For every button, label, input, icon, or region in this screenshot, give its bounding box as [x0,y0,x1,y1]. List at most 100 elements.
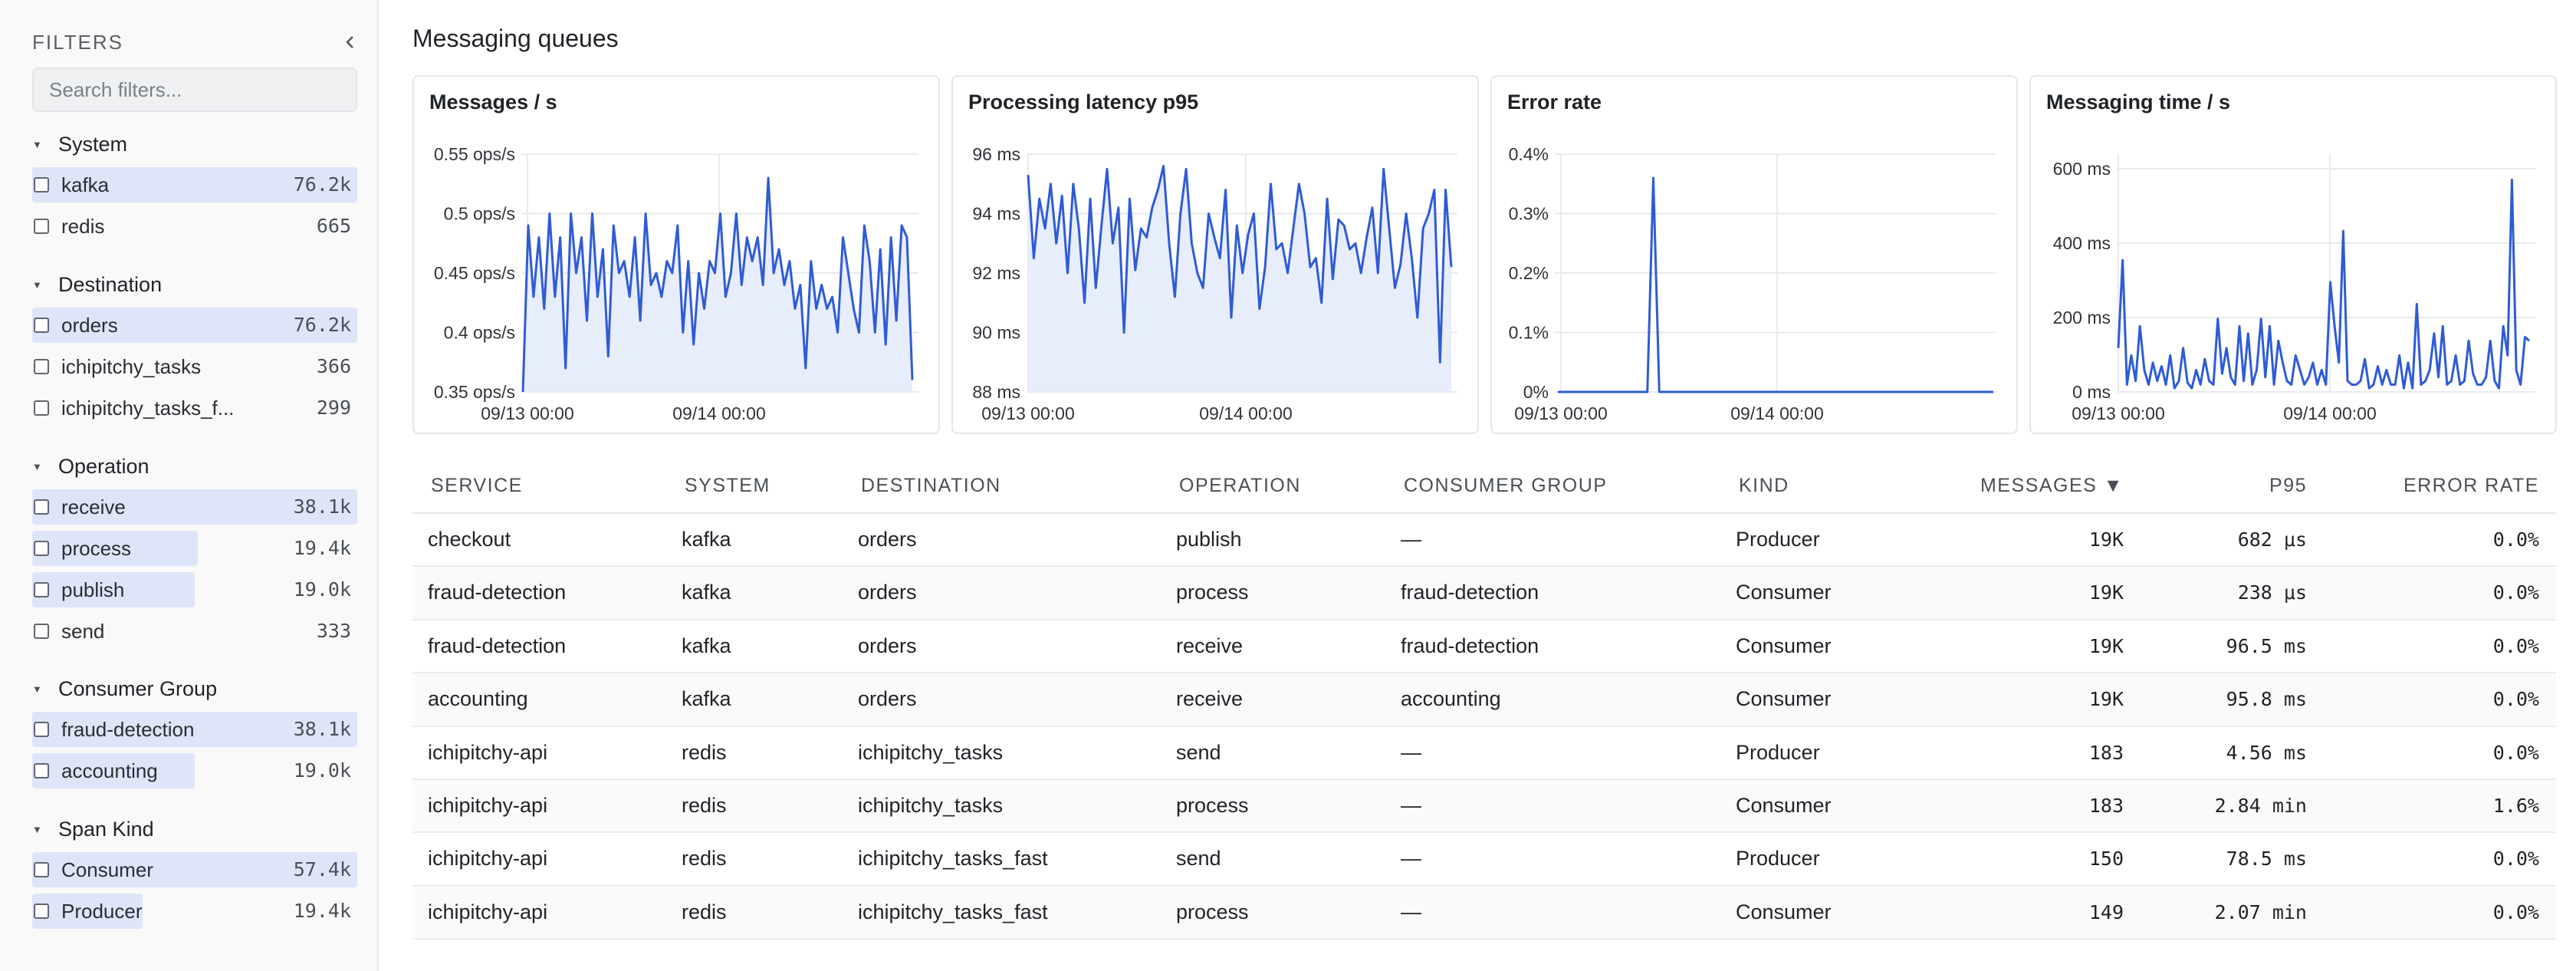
table-cell: Consumer [1736,687,1832,711]
column-header[interactable]: SYSTEM [685,475,770,496]
chart-card: 96 ms 94 ms 92 ms 90 ms 88 ms 09/13 00:00 09/1… [951,75,1479,434]
filter-group-header[interactable]: ▼ System [32,130,127,158]
table-row[interactable]: fraud-detection kafka orders receive fraud-d… [412,620,2556,674]
filter-item-label: publish [61,578,125,601]
table-cell: 238 μs [2237,581,2307,604]
table-row[interactable]: ichipitchy-api redis ichipitchy_tasks proce… [412,779,2556,834]
series-line[interactable] [521,176,914,393]
table-cell: ichipitchy-api [428,793,548,817]
table-cell: accounting [428,687,528,711]
table-cell: fraud-detection [428,581,567,604]
filter-checkbox[interactable] [34,763,49,778]
filter-group-header[interactable]: ▼ Consumer Group [32,675,217,703]
table-row[interactable]: accounting kafka orders receive accounting Co… [412,673,2556,727]
filter-item[interactable]: Producer 19.4k [32,894,357,929]
table-cell: redis [682,900,727,923]
column-header[interactable]: DESTINATION [861,475,1001,496]
series-line[interactable] [1558,176,1993,393]
y-tick-label: 0.4% [1509,144,1549,164]
caret-down-icon: ▼ [32,278,42,291]
filter-item[interactable]: ichipitchy_tasks_f... 299 [32,390,357,426]
table-row[interactable]: ichipitchy-api redis ichipitchy_tasks send —… [412,727,2556,780]
table-row[interactable]: fraud-detection kafka orders process fraud-d… [412,567,2556,620]
table-cell: fraud-detection [428,634,567,657]
chart-plot: 0.55 ops/s 0.5 ops/s 0.45 ops/s 0.4 ops/s 0.… [434,144,918,423]
table-cell: send [1176,740,1221,764]
column-header[interactable]: SERVICE [431,475,523,496]
table-row[interactable]: ichipitchy-api redis ichipitchy_tasks_fast… [412,833,2556,887]
filter-item-share-bar [32,572,195,607]
filter-checkbox[interactable] [34,177,49,193]
y-tick-label: 0.5 ops/s [444,204,515,224]
column-header[interactable]: OPERATION [1179,475,1301,496]
table-row[interactable]: ichipitchy-api redis ichipitchy_tasks_fast… [412,886,2556,940]
table-cell: fraud-detection [1401,634,1539,657]
filter-item-count: 299 [316,397,351,419]
filter-item[interactable]: receive 38.1k [32,489,357,525]
filter-item[interactable]: redis 665 [32,209,357,244]
table-cell: 0.0% [2492,688,2539,711]
filter-item-count: 38.1k [293,718,351,740]
filter-item[interactable]: ichipitchy_tasks 366 [32,349,357,384]
table-cell: 0.0% [2492,528,2539,551]
series-line[interactable] [1027,165,1453,364]
filter-item[interactable]: accounting 19.0k [32,753,357,788]
filter-checkbox[interactable] [34,904,49,919]
table-row[interactable]: checkout kafka orders publish — Producer 19K 68… [412,514,2556,568]
filter-group-label: Destination [58,272,163,296]
column-header[interactable]: KIND [1739,475,1789,496]
search-filters-input[interactable] [32,67,357,112]
filter-item[interactable]: kafka 76.2k [32,167,357,202]
filter-group-header[interactable]: ▼ Destination [32,271,162,298]
page-title: Messaging queues [412,25,619,52]
table-cell: — [1401,528,1421,551]
filters-title: FILTERS [32,31,123,54]
filter-item[interactable]: publish 19.0k [32,572,357,607]
filter-item-share-bar [32,712,357,747]
filter-group-label: Consumer Group [58,676,218,700]
filter-item[interactable]: process 19.4k [32,531,357,566]
filter-item-share-bar [32,531,199,566]
filter-item-count: 19.4k [293,900,351,922]
filter-item-label: kafka [61,173,110,196]
filter-item-count: 76.2k [293,173,351,196]
table-cell: Consumer [1736,634,1832,657]
filter-item[interactable]: fraud-detection 38.1k [32,712,357,747]
table-cell: orders [858,581,917,604]
filter-checkbox[interactable] [34,499,49,515]
filter-checkbox[interactable] [34,624,49,639]
filter-checkbox[interactable] [34,400,49,416]
y-tick-label: 92 ms [972,263,1020,283]
filter-checkbox[interactable] [34,318,49,333]
filter-checkbox[interactable] [34,722,49,737]
table-cell: 183 [2088,741,2124,764]
filter-item-label: Producer [61,900,143,923]
filter-item-label: fraud-detection [61,718,195,741]
series-line[interactable] [2117,178,2530,390]
filter-item[interactable]: Consumer 57.4k [32,852,357,887]
y-tick-label: 0.3% [1509,204,1549,224]
table-cell: 19K [2088,688,2124,711]
filter-checkbox[interactable] [34,862,49,877]
chart-title: Error rate [1507,91,1602,114]
filter-checkbox[interactable] [34,219,49,234]
filter-item-label: redis [61,215,105,238]
filter-checkbox[interactable] [34,582,49,597]
table-cell: redis [682,847,727,871]
filter-item[interactable]: send 333 [32,614,357,649]
chevron-left-icon[interactable] [342,34,359,51]
table-cell: 0.0% [2492,581,2539,604]
column-header[interactable]: P95 [2269,475,2307,496]
filter-checkbox[interactable] [34,359,49,374]
queues-table: SERVICE SYSTEM DESTINATION OPERATION CONSUME… [412,459,2556,940]
caret-down-icon: ▼ [32,460,42,472]
filter-group-header[interactable]: ▼ Span Kind [32,815,154,843]
filter-item-count: 19.0k [293,578,351,601]
filter-item-count: 19.4k [293,537,351,559]
filter-group-header[interactable]: ▼ Operation [32,453,150,480]
column-header[interactable]: MESSAGES ▼ [1980,475,2124,496]
column-header[interactable]: ERROR RATE [2403,475,2539,496]
filter-checkbox[interactable] [34,541,49,556]
column-header[interactable]: CONSUMER GROUP [1404,475,1608,496]
filter-item[interactable]: orders 76.2k [32,308,357,343]
